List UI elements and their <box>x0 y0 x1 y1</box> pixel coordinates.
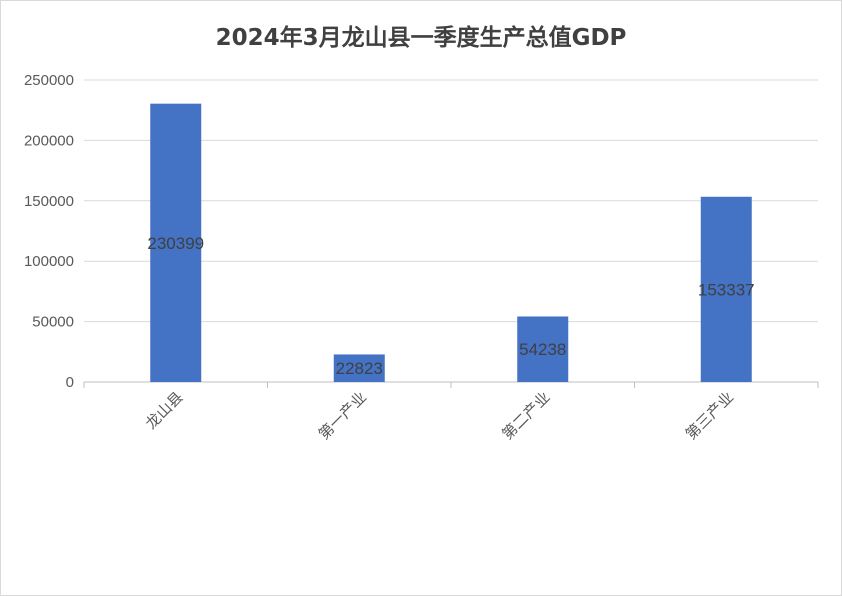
bar <box>700 196 752 382</box>
data-label: 153337 <box>698 280 755 299</box>
y-tick-label: 0 <box>66 374 74 391</box>
x-category-label: 第三产业 <box>682 388 737 443</box>
data-label: 22823 <box>336 359 383 378</box>
x-category-label: 第一产业 <box>315 388 370 443</box>
chart-title: 2024年3月龙山县一季度生产总值GDP <box>215 25 627 51</box>
bar <box>333 354 385 382</box>
y-tick-label: 100000 <box>24 253 74 270</box>
y-tick-label: 150000 <box>24 193 74 210</box>
data-label: 230399 <box>147 234 204 253</box>
x-category-label: 龙山县 <box>142 388 187 433</box>
y-tick-label: 250000 <box>24 72 74 89</box>
y-tick-label: 50000 <box>32 314 74 331</box>
x-category-label: 第二产业 <box>498 388 553 443</box>
bar <box>150 103 202 382</box>
bar <box>517 316 569 382</box>
data-label: 54238 <box>519 340 566 359</box>
y-tick-label: 200000 <box>24 132 74 149</box>
